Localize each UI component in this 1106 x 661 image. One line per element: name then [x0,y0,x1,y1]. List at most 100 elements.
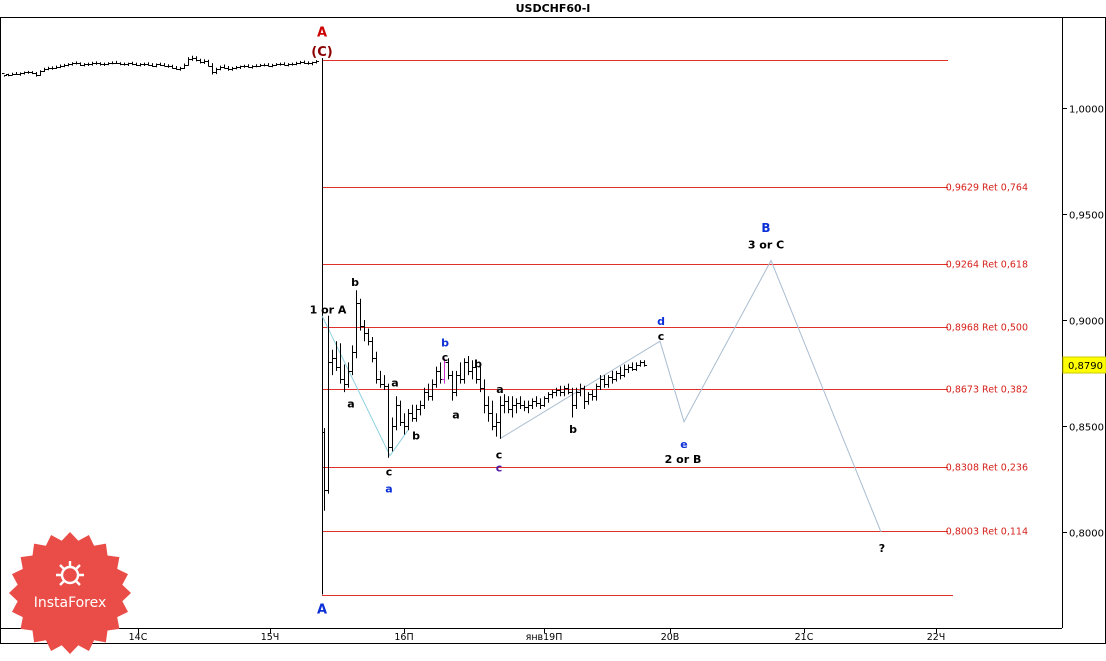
y-tick-label: 1,0000 [1069,105,1104,116]
ohlc-bar [18,72,23,76]
wave-projection-paths [321,259,882,533]
fib-level-label: 0,9264 Ret 0,618 [946,260,1028,271]
logo-emblem-icon [56,561,84,586]
current-price-label: 0,8790 [1068,361,1103,372]
instaforex-logo: InstaForex [9,532,131,654]
ohlc-bar [494,413,499,437]
wave-label: b [441,336,449,349]
ohlc-bar [638,360,643,367]
ohlc-bar [514,398,519,414]
wave-label: b [569,423,577,436]
ohlc-bar [374,351,379,384]
ohlc-bar [570,387,575,418]
ohlc-bar [486,396,491,422]
ohlc-bar [342,364,347,393]
wave-label: 3 or C [748,239,784,252]
x-tick-label: 22Ч [927,632,946,643]
ohlc-bar [598,375,603,390]
ohlc-bar [482,379,487,414]
logo-text: InstaForex [34,595,107,611]
y-tick-label: 0,9000 [1069,317,1104,328]
ohlc-bar [366,328,371,346]
wave-label: a [385,483,392,496]
ohlc-bar [526,400,531,414]
ohlc-bar [506,396,511,414]
wave-label: (C) [311,45,332,60]
ohlc-bar [186,57,191,66]
ohlc-bar [182,63,187,69]
ohlc-bar [502,394,507,414]
wave-label: c [658,330,665,343]
ohlc-bar [2,73,7,77]
logo-badge-shape [9,532,131,654]
ohlc-bar [558,385,563,397]
fib-level-label: 0,8673 Ret 0,382 [946,385,1028,396]
ohlc-bar [590,390,595,401]
ohlc-bar [382,375,387,390]
ohlc-bar [466,356,471,376]
wave-label: A [317,602,327,617]
current-price-badge [1062,356,1106,374]
ohlc-bar [426,383,431,401]
chart-frame [0,17,1106,644]
ohlc-bar [522,400,527,412]
ohlc-bar [314,60,319,64]
wave-label: b [412,430,420,443]
fib-level-label: 0,8968 Ret 0,500 [946,323,1028,334]
ohlc-bar [362,320,367,342]
ohlc-bar [642,360,647,367]
price-bars [2,55,647,511]
y-tick-label: 0,9500 [1069,211,1104,222]
y-tick-label: 0,8500 [1069,423,1104,434]
ohlc-bar [518,396,523,409]
ohlc-bar [498,396,503,439]
ohlc-bar [222,64,227,69]
ohlc-bar [626,364,631,373]
wave-label: a [391,377,398,390]
x-tick-label: янв19П [526,632,563,643]
x-tick-label: 16П [394,632,413,643]
chart-title: USDCHF60-I [515,2,591,15]
ohlc-bar [350,345,355,376]
wave-label: B [761,221,770,235]
fib-level-label: 0,8308 Ret 0,236 [946,463,1028,474]
wave-label: b [351,276,359,289]
wave-label: a [496,383,503,396]
chart-border [0,17,1106,644]
ohlc-bar [162,63,167,67]
fib-level-label: 0,9629 Ret 0,764 [946,183,1028,194]
wave-label: a [452,408,459,421]
ohlc-bar [98,62,103,66]
y-axis: 1,0000 0,9500 0,9000 0,8500 0,8000 0,8790 [1062,105,1106,540]
wave-label: c [496,449,503,462]
wave-label: e [680,438,687,451]
y-tick-label: 0,8000 [1069,529,1104,540]
ohlc-bar [410,404,415,422]
wave-label: b [474,358,482,371]
x-axis: 14С 15Ч 16П янв19П 20В 21С 22Ч [129,628,946,643]
ohlc-bar [550,390,555,399]
ohlc-bar [534,396,539,407]
ohlc-bar [414,404,419,422]
ohlc-bar [266,63,271,67]
ohlc-bar [618,366,623,380]
ohlc-bar [610,370,615,384]
wave-label: ? [879,542,885,555]
fibonacci-levels: 0,9629 Ret 0,764 0,9264 Ret 0,618 0,8968 R… [322,58,1028,596]
ohlc-bar [434,366,439,388]
ohlc-bar [538,398,543,409]
ohlc-bar [542,396,547,407]
wave-label: a [347,398,354,411]
ohlc-bar [402,413,407,435]
ohlc-bar [546,392,551,403]
wave-label: c [496,461,503,474]
ohlc-bar [206,59,211,67]
x-tick-label: 15Ч [261,632,280,643]
ohlc-bar [406,409,411,431]
ohlc-bar [418,400,423,416]
ohlc-bar [490,400,495,431]
wave-label: d [657,315,665,328]
ohlc-bar [422,387,427,409]
